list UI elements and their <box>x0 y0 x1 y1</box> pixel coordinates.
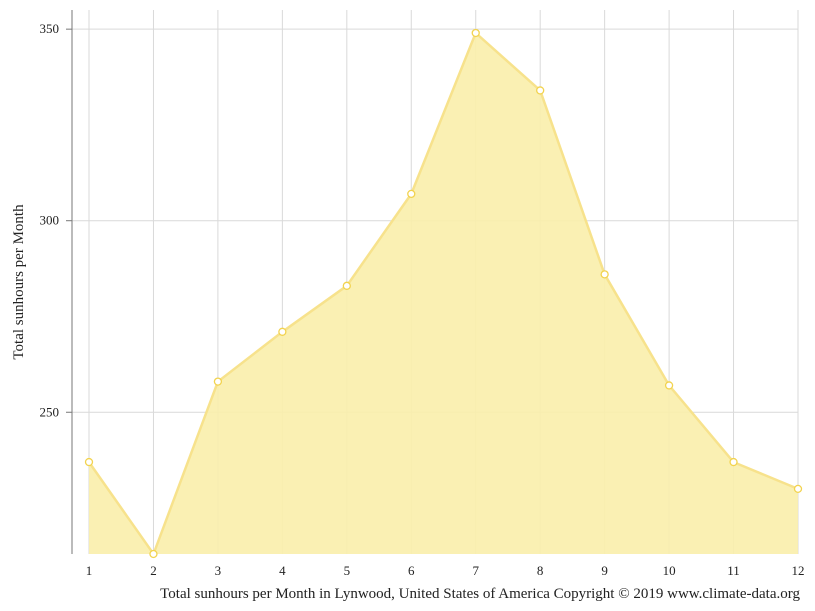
x-tick-label-10: 10 <box>663 563 676 578</box>
x-tick-label-3: 3 <box>215 563 222 578</box>
y-axis-title: Total sunhours per Month <box>11 204 27 360</box>
x-tick-label-1: 1 <box>86 563 93 578</box>
data-point-12 <box>793 484 803 494</box>
y-axis-tick-labels: 250 300 350 <box>40 21 60 419</box>
data-point-5 <box>342 281 351 290</box>
data-point-2 <box>149 549 158 559</box>
y-tick-label-250: 250 <box>40 404 60 419</box>
sunhours-line <box>87 30 799 557</box>
x-tick-label-11: 11 <box>727 563 740 578</box>
y-axis-ticks <box>66 28 72 413</box>
x-tick-label-8: 8 <box>537 563 544 578</box>
data-point-10 <box>664 381 674 390</box>
data-markers <box>84 28 803 559</box>
y-tick-label-300: 300 <box>40 213 60 228</box>
data-point-4 <box>278 327 287 336</box>
x-tick-label-4: 4 <box>279 563 286 578</box>
x-tick-label-12: 12 <box>792 563 805 578</box>
data-point-3 <box>213 377 223 386</box>
data-point-1 <box>84 457 94 467</box>
x-tick-label-5: 5 <box>344 563 351 578</box>
data-point-7 <box>471 28 480 38</box>
data-point-8 <box>536 86 545 95</box>
data-point-9 <box>600 270 609 279</box>
x-tick-label-9: 9 <box>601 563 608 578</box>
x-tick-label-6: 6 <box>408 563 415 578</box>
y-tick-label-350: 350 <box>40 21 60 36</box>
sunhours-area <box>89 33 798 554</box>
data-point-11 <box>729 457 738 467</box>
x-tick-label-2: 2 <box>150 563 157 578</box>
chart-caption: Total sunhours per Month in Lynwood, Uni… <box>160 586 800 602</box>
data-point-6 <box>407 189 416 199</box>
x-tick-label-7: 7 <box>472 563 479 578</box>
x-axis-tick-labels: 1 2 3 4 5 6 7 8 9 10 11 12 <box>86 563 805 578</box>
